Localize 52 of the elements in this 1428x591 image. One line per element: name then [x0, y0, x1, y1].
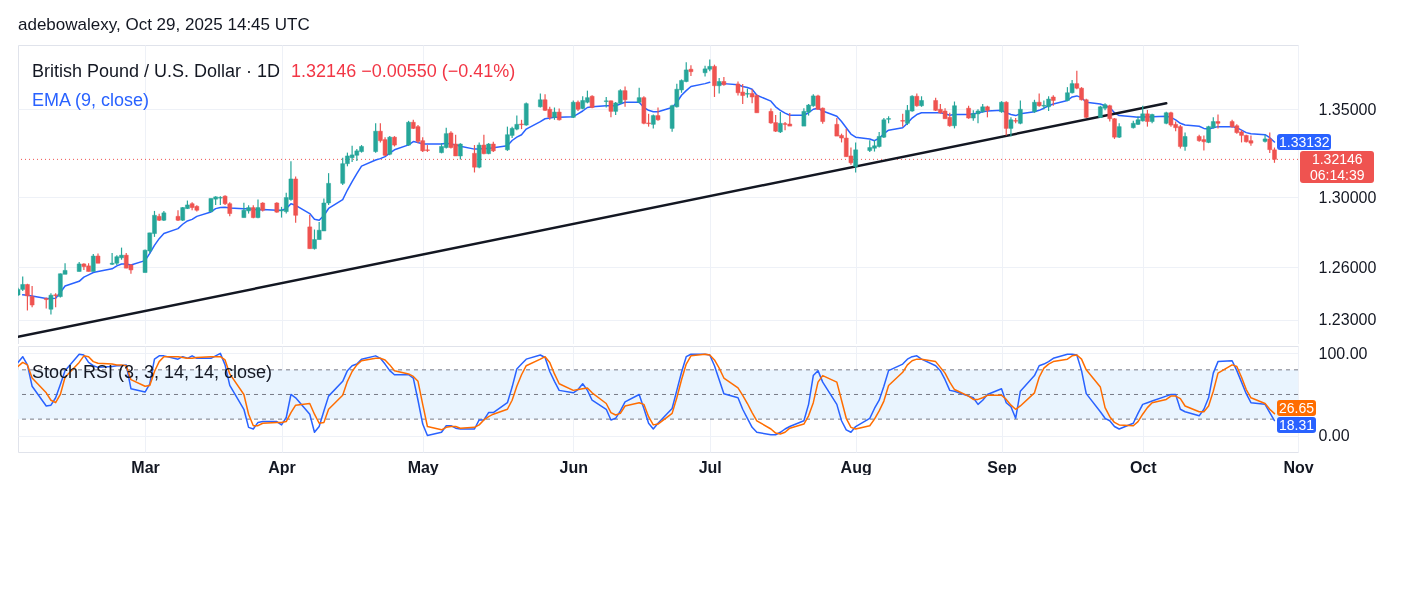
candlestick	[1182, 132, 1188, 152]
y-tick-label: 1.30000	[1318, 188, 1377, 206]
candlestick	[472, 144, 477, 174]
candlestick	[29, 285, 35, 308]
candlestick	[109, 252, 115, 266]
candlestick	[952, 100, 957, 129]
candlestick	[782, 121, 788, 131]
x-tick-label: Sep	[987, 458, 1017, 476]
candlestick	[307, 214, 313, 250]
candlestick	[1248, 134, 1254, 147]
candlestick	[975, 108, 981, 124]
y-tick-label: 0.00	[1318, 427, 1350, 445]
candlestick	[853, 141, 858, 174]
candlestick	[1008, 116, 1014, 138]
x-tick-label: Jun	[559, 458, 589, 476]
candlestick	[1215, 113, 1221, 129]
x-tick-label: Oct	[1129, 458, 1158, 476]
y-tick-label: 1.23000	[1318, 311, 1377, 329]
ref-line-label: 1.32146	[1310, 151, 1364, 168]
candlestick	[373, 122, 378, 154]
data-label: 26.65	[1277, 399, 1316, 416]
text: 1.32146 −0.00550 (−0.41%)	[291, 61, 516, 81]
candlestick	[1201, 134, 1207, 152]
candlestick	[1041, 99, 1047, 110]
candlestick	[476, 141, 482, 169]
candlestick	[721, 76, 727, 87]
candlestick	[175, 209, 181, 222]
data-label: 1.33132	[1277, 134, 1332, 151]
text: EMA (9, close)	[32, 90, 150, 110]
candlestick	[349, 145, 355, 163]
candlestick	[406, 120, 411, 147]
candlestick	[622, 85, 628, 108]
y-tick-label: 1.26000	[1318, 258, 1377, 276]
text: British Pound / U.S. Dollar · 1D	[32, 61, 281, 81]
candlestick	[712, 64, 717, 98]
x-tick-label: Apr	[268, 458, 296, 476]
x-tick-label: May	[407, 458, 439, 476]
text: 06:14:39	[1309, 167, 1366, 184]
candlestick	[688, 64, 694, 77]
candlestick	[778, 111, 783, 134]
x-tick-label: Aug	[840, 458, 872, 476]
x-tick-label: Nov	[1283, 458, 1314, 476]
text: adebowalexy, Oct 29, 2025 14:45 UTC	[18, 14, 310, 36]
candlestick	[443, 127, 449, 150]
candlestick	[48, 292, 54, 316]
x-tick-label: Jul	[698, 458, 722, 476]
candlestick	[655, 106, 661, 122]
y-tick-label: 100.00	[1318, 344, 1368, 362]
data-label: 18.31	[1277, 416, 1316, 433]
y-tick-label: 1.35000	[1318, 100, 1377, 118]
candlestick	[834, 117, 840, 137]
x-tick-label: Mar	[131, 458, 160, 476]
